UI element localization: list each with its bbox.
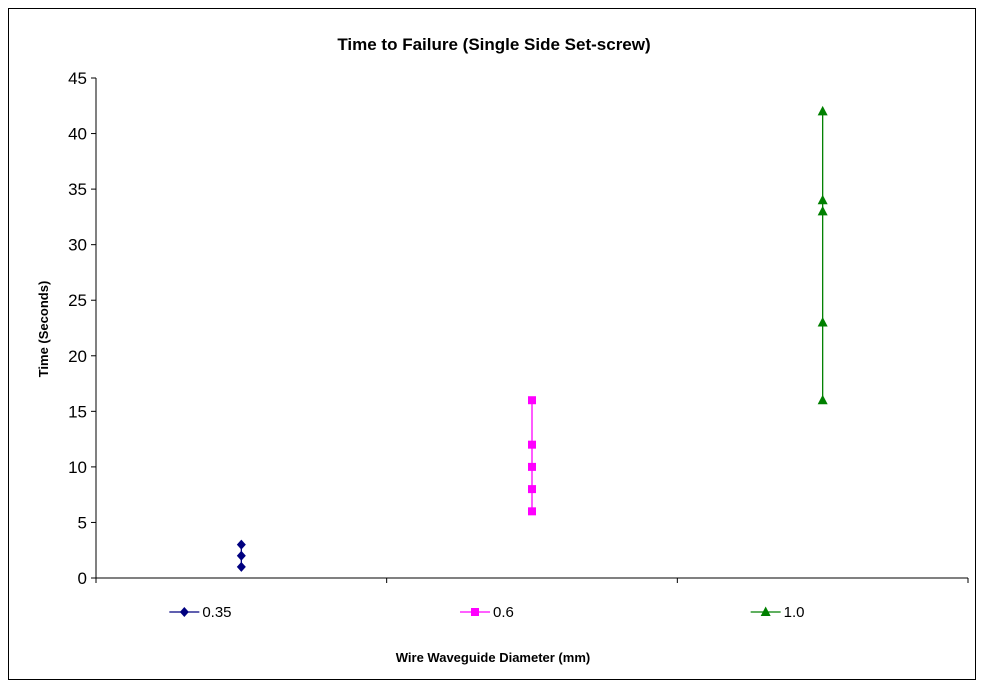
data-point-1.0: [817, 194, 828, 205]
y-tick-label: 40: [68, 125, 87, 144]
plot-area: 0 5 10 15 20 25 30 35 40 45 0.35 0.6 1.0: [68, 69, 969, 621]
x-axis-title: Wire Waveguide Diameter (mm): [396, 650, 590, 665]
y-tick-label: 5: [78, 513, 87, 532]
data-point-0.6: [528, 507, 536, 516]
data-point-0.35: [236, 561, 246, 572]
legend-marker-0.6: [471, 608, 479, 616]
chart-title: Time to Failure (Single Side Set-screw): [337, 35, 650, 54]
data-point-1.0: [817, 105, 828, 116]
chart-frame: [8, 8, 976, 680]
y-axis-title: Time (Seconds): [36, 281, 51, 378]
legend-label-0.35: 0.35: [202, 604, 231, 621]
data-point-0.6: [528, 396, 536, 405]
data-point-0.35: [236, 550, 246, 561]
data-point-0.35: [236, 539, 246, 550]
data-point-1.0: [817, 205, 828, 216]
legend-marker-1.0: [760, 606, 771, 616]
data-point-0.6: [528, 485, 536, 494]
legend-label-0.6: 0.6: [493, 604, 514, 621]
data-point-1.0: [817, 394, 828, 405]
y-tick-label: 30: [68, 236, 87, 255]
y-tick-label: 25: [68, 291, 87, 310]
y-tick-label: 20: [68, 347, 87, 366]
y-tick-label: 0: [78, 569, 87, 588]
legend-marker-0.35: [179, 607, 189, 617]
y-tick-label: 10: [68, 458, 87, 477]
data-point-1.0: [817, 316, 828, 327]
data-point-0.6: [528, 440, 536, 449]
y-tick-label: 45: [68, 69, 87, 88]
y-tick-label: 35: [68, 180, 87, 199]
legend-label-1.0: 1.0: [784, 604, 805, 621]
y-tick-label: 15: [68, 402, 87, 421]
data-point-0.6: [528, 462, 536, 471]
